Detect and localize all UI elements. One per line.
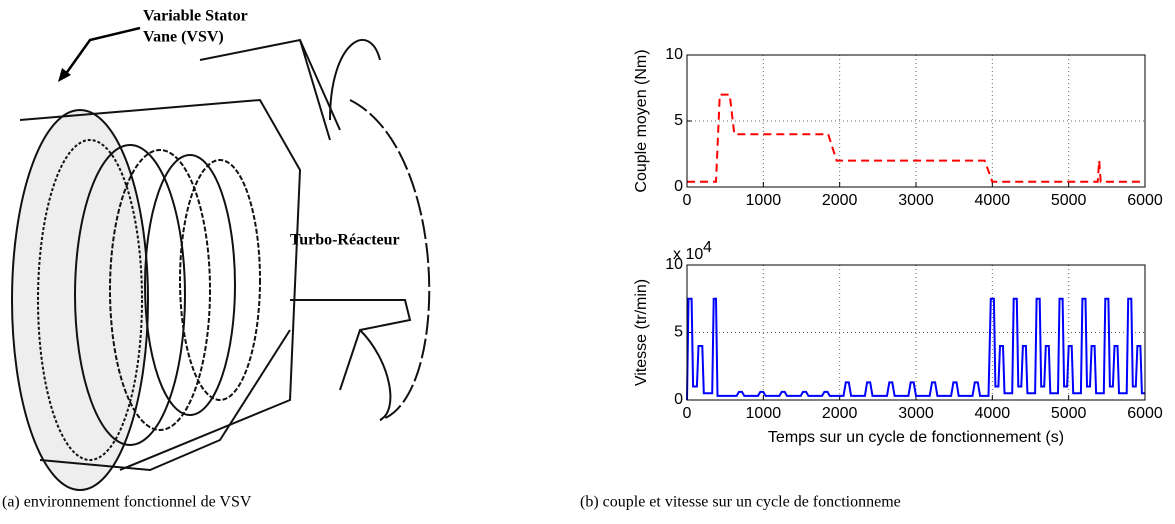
x-tick-label: 6000 [1127,405,1163,422]
arrow [63,26,141,76]
x-tick-label: 2000 [822,192,858,209]
x-tick-label: 2000 [822,405,858,422]
y-tick-label: 5 [674,112,683,129]
plot-frame [686,54,1146,188]
x-axis-label: Temps sur un cycle de fonctionnement (s) [768,429,1064,446]
x-tick-label: 5000 [1051,192,1087,209]
x-tick-label: 0 [683,192,692,209]
x-tick-label: 3000 [898,192,934,209]
x-tick-label: 1000 [746,192,782,209]
plot-frame [686,264,1146,401]
y-tick-label: 10 [665,46,683,63]
y-scale-exponent: 4 [703,239,712,256]
caption: (a) environnement fonctionnel de VSV [2,494,252,511]
caption: (b) couple et vitesse sur un cycle de fo… [580,494,901,511]
x-tick-label: 0 [683,405,692,422]
x-tick-label: 6000 [1127,192,1163,209]
data-line [687,93,1145,183]
y-tick-label: 0 [674,391,683,408]
y-scale-label: x 10 [673,246,703,263]
y-axis-label: Vitesse (tr/min) [633,279,650,386]
x-tick-label: 4000 [975,405,1011,422]
x-tick-label: 4000 [975,192,1011,209]
x-tick-label: 5000 [1051,405,1087,422]
x-tick-label: 3000 [898,405,934,422]
arrowhead [58,68,71,82]
drawing-label: Variable Stator [143,8,248,25]
y-tick-label: 0 [674,178,683,195]
data-line [686,297,1145,401]
drawing-label: Vane (VSV) [143,29,224,46]
y-tick-label: 10 [665,256,683,273]
y-axis-label: Couple moyen (Nm) [633,49,650,192]
x-tick-label: 1000 [746,405,782,422]
y-tick-label: 5 [674,324,683,341]
engine-drawing [11,38,431,491]
drawing-label: Turbo-Réacteur [290,232,400,249]
